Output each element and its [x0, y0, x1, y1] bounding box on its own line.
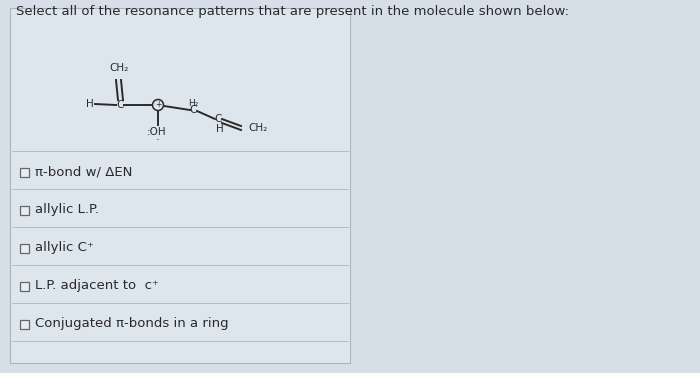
Text: +: +: [155, 100, 161, 109]
Text: H: H: [216, 124, 224, 134]
Bar: [20, 282, 29, 291]
Text: CH₂: CH₂: [109, 63, 129, 73]
Text: Select all of the resonance patterns that are present in the molecule shown belo: Select all of the resonance patterns tha…: [16, 5, 569, 18]
Text: C: C: [189, 105, 197, 115]
Text: H₂: H₂: [188, 98, 198, 107]
Text: ··: ··: [155, 136, 160, 145]
Text: C: C: [116, 100, 124, 110]
Bar: [20, 244, 29, 253]
Text: :OH: :OH: [147, 127, 167, 137]
Text: CH₂: CH₂: [248, 123, 267, 133]
Bar: [10, 8, 350, 363]
Bar: [20, 206, 29, 214]
Text: H: H: [86, 99, 94, 109]
Text: Conjugated π-bonds in a ring: Conjugated π-bonds in a ring: [35, 317, 229, 330]
Text: allylic C⁺: allylic C⁺: [35, 241, 94, 254]
Text: C: C: [214, 114, 222, 124]
Text: L.P. adjacent to  c⁺: L.P. adjacent to c⁺: [35, 279, 159, 292]
Text: π-bond w/ ΔEN: π-bond w/ ΔEN: [35, 166, 132, 179]
Bar: [20, 320, 29, 329]
Text: allylic L.P.: allylic L.P.: [35, 204, 99, 216]
Bar: [20, 167, 29, 176]
